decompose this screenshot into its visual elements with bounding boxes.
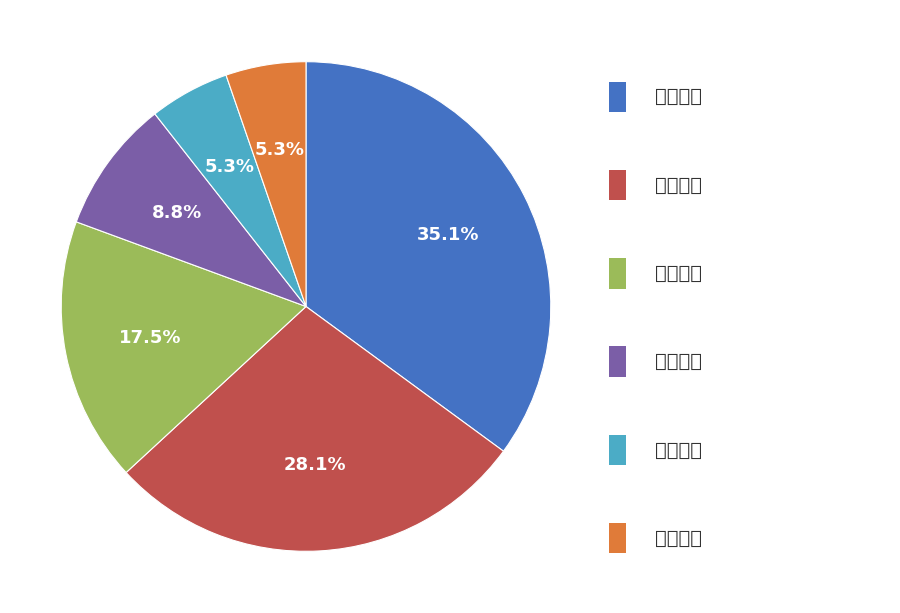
Text: 华北地区: 华北地区 xyxy=(655,352,702,371)
Text: 华南地区: 华南地区 xyxy=(655,264,702,283)
Text: 17.5%: 17.5% xyxy=(119,329,181,346)
Text: 东北地区: 东北地区 xyxy=(655,441,702,459)
Text: 8.8%: 8.8% xyxy=(152,204,202,222)
FancyBboxPatch shape xyxy=(609,523,626,554)
FancyBboxPatch shape xyxy=(609,258,626,289)
FancyBboxPatch shape xyxy=(609,346,626,377)
Text: 28.1%: 28.1% xyxy=(284,456,346,474)
Wedge shape xyxy=(306,62,551,451)
Text: 5.3%: 5.3% xyxy=(205,158,255,176)
Wedge shape xyxy=(126,306,503,551)
Text: 华东地区: 华东地区 xyxy=(655,88,702,106)
FancyBboxPatch shape xyxy=(609,82,626,112)
FancyBboxPatch shape xyxy=(609,170,626,200)
Wedge shape xyxy=(226,62,306,306)
FancyBboxPatch shape xyxy=(609,435,626,465)
Wedge shape xyxy=(76,114,306,306)
Text: 华中地区: 华中地区 xyxy=(655,176,702,194)
Wedge shape xyxy=(155,75,306,306)
Text: 5.3%: 5.3% xyxy=(255,140,305,159)
Wedge shape xyxy=(61,222,306,473)
Text: 西北地区: 西北地区 xyxy=(655,529,702,547)
Text: 35.1%: 35.1% xyxy=(417,226,479,243)
